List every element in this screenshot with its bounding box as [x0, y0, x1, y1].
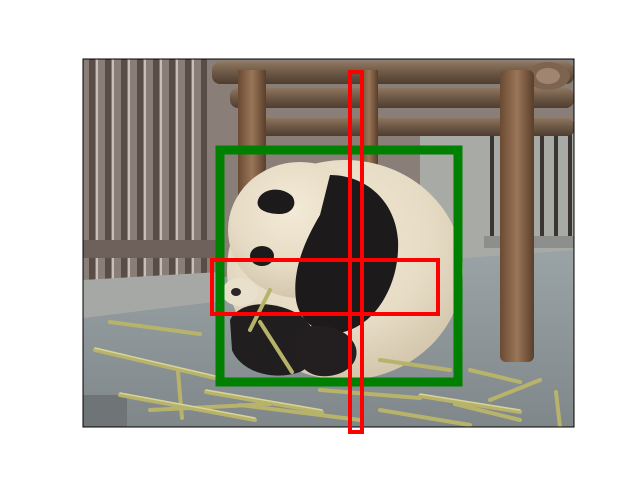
platform-post-right [500, 70, 534, 362]
panda-photo [83, 59, 574, 427]
panda-nose [231, 288, 241, 296]
log-end-ring [536, 68, 560, 84]
floor-block [83, 395, 127, 427]
cage-rail [83, 240, 223, 258]
panda [222, 160, 463, 380]
panda-eye-patch [250, 246, 274, 266]
